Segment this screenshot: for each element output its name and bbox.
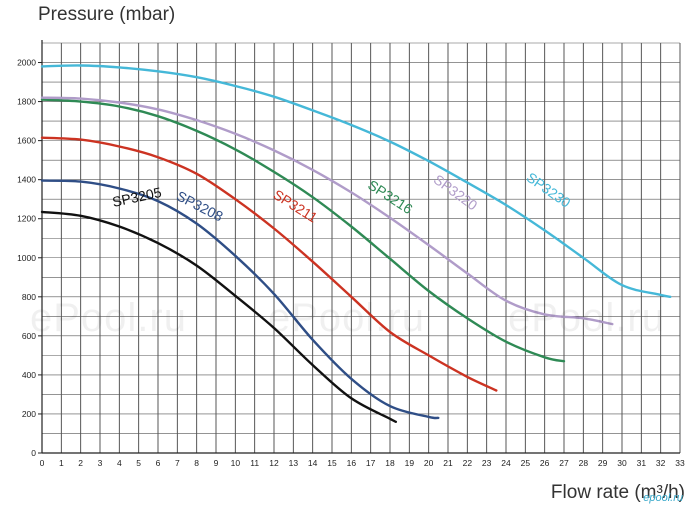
y-tick-label: 1400 bbox=[17, 175, 36, 185]
series-line-sp3216 bbox=[40, 98, 566, 363]
x-tick-label: 29 bbox=[598, 458, 608, 468]
y-tick-label: 1200 bbox=[17, 214, 36, 224]
series-line-sp3205 bbox=[40, 210, 397, 423]
x-tick-label: 32 bbox=[656, 458, 666, 468]
x-tick-label: 13 bbox=[289, 458, 299, 468]
x-tick-label: 30 bbox=[617, 458, 627, 468]
x-tick-label: 10 bbox=[231, 458, 241, 468]
x-tick-label: 18 bbox=[385, 458, 395, 468]
watermark-left: ePool.ru bbox=[30, 296, 187, 340]
y-tick-label: 1800 bbox=[17, 97, 36, 107]
y-tick-label: 2000 bbox=[17, 58, 36, 68]
x-tick-label: 1 bbox=[59, 458, 64, 468]
x-tick-label: 25 bbox=[521, 458, 531, 468]
series-line-sp3230 bbox=[40, 64, 672, 298]
x-tick-label: 33 bbox=[675, 458, 685, 468]
x-tick-label: 14 bbox=[308, 458, 318, 468]
x-tick-label: 6 bbox=[156, 458, 161, 468]
x-tick-label: 24 bbox=[501, 458, 511, 468]
x-tick-label: 19 bbox=[405, 458, 415, 468]
series-line-sp3211 bbox=[40, 136, 498, 392]
y-axis-label: Pressure (mbar) bbox=[38, 4, 176, 25]
series-labels: SP3205 SP3208 SP3211 SP3216 SP3220 SP3230 bbox=[111, 169, 574, 226]
x-tick-label: 23 bbox=[482, 458, 492, 468]
series-label-sp3220: SP3220 bbox=[431, 171, 481, 213]
series-line-sp3220 bbox=[40, 96, 614, 326]
x-tick-label: 31 bbox=[637, 458, 647, 468]
x-tick-label: 16 bbox=[347, 458, 357, 468]
x-tick-label: 2 bbox=[78, 458, 83, 468]
x-tick-label: 26 bbox=[540, 458, 550, 468]
x-tick-label: 7 bbox=[175, 458, 180, 468]
x-tick-label: 5 bbox=[136, 458, 141, 468]
axes: 0 1 2 3 4 5 6 7 8 9 10 11 12 13 14 15 16 17 18 19 20 21 22 23 24… bbox=[17, 40, 685, 468]
x-tick-label: 27 bbox=[559, 458, 569, 468]
series-lines bbox=[40, 64, 672, 423]
x-tick-label: 15 bbox=[327, 458, 337, 468]
y-tick-label: 400 bbox=[22, 370, 36, 380]
x-tick-label: 21 bbox=[443, 458, 453, 468]
y-tick-label: 800 bbox=[22, 292, 36, 302]
x-tick-label: 12 bbox=[269, 458, 279, 468]
x-tick-label: 20 bbox=[424, 458, 434, 468]
x-tick-label: 22 bbox=[463, 458, 473, 468]
x-axis-label: Flow rate (m³/h) bbox=[550, 482, 685, 503]
watermark-center: ePool.ru bbox=[268, 296, 425, 340]
x-tick-label: 9 bbox=[214, 458, 219, 468]
x-tick-label: 4 bbox=[117, 458, 122, 468]
y-tick-label: 600 bbox=[22, 331, 36, 341]
series-label-sp3216: SP3216 bbox=[365, 177, 416, 218]
y-tick-label: 200 bbox=[22, 409, 36, 419]
series-label-sp3230: SP3230 bbox=[524, 169, 574, 211]
site-logo: epool.ru bbox=[643, 492, 683, 504]
x-tick-label: 11 bbox=[250, 458, 259, 468]
y-tick-label: 1600 bbox=[17, 136, 36, 146]
y-tick-label: 0 bbox=[31, 448, 36, 458]
x-tick-label: 0 bbox=[40, 458, 45, 468]
x-tick-label: 3 bbox=[98, 458, 103, 468]
series-label-sp3208: SP3208 bbox=[174, 188, 226, 225]
x-tick-label: 17 bbox=[366, 458, 376, 468]
y-tick-label: 1000 bbox=[17, 253, 36, 263]
watermark-right: ePool.ru bbox=[508, 296, 665, 340]
x-tick-label: 8 bbox=[194, 458, 199, 468]
x-tick-label: 28 bbox=[579, 458, 589, 468]
series-line-sp3208 bbox=[40, 179, 440, 420]
